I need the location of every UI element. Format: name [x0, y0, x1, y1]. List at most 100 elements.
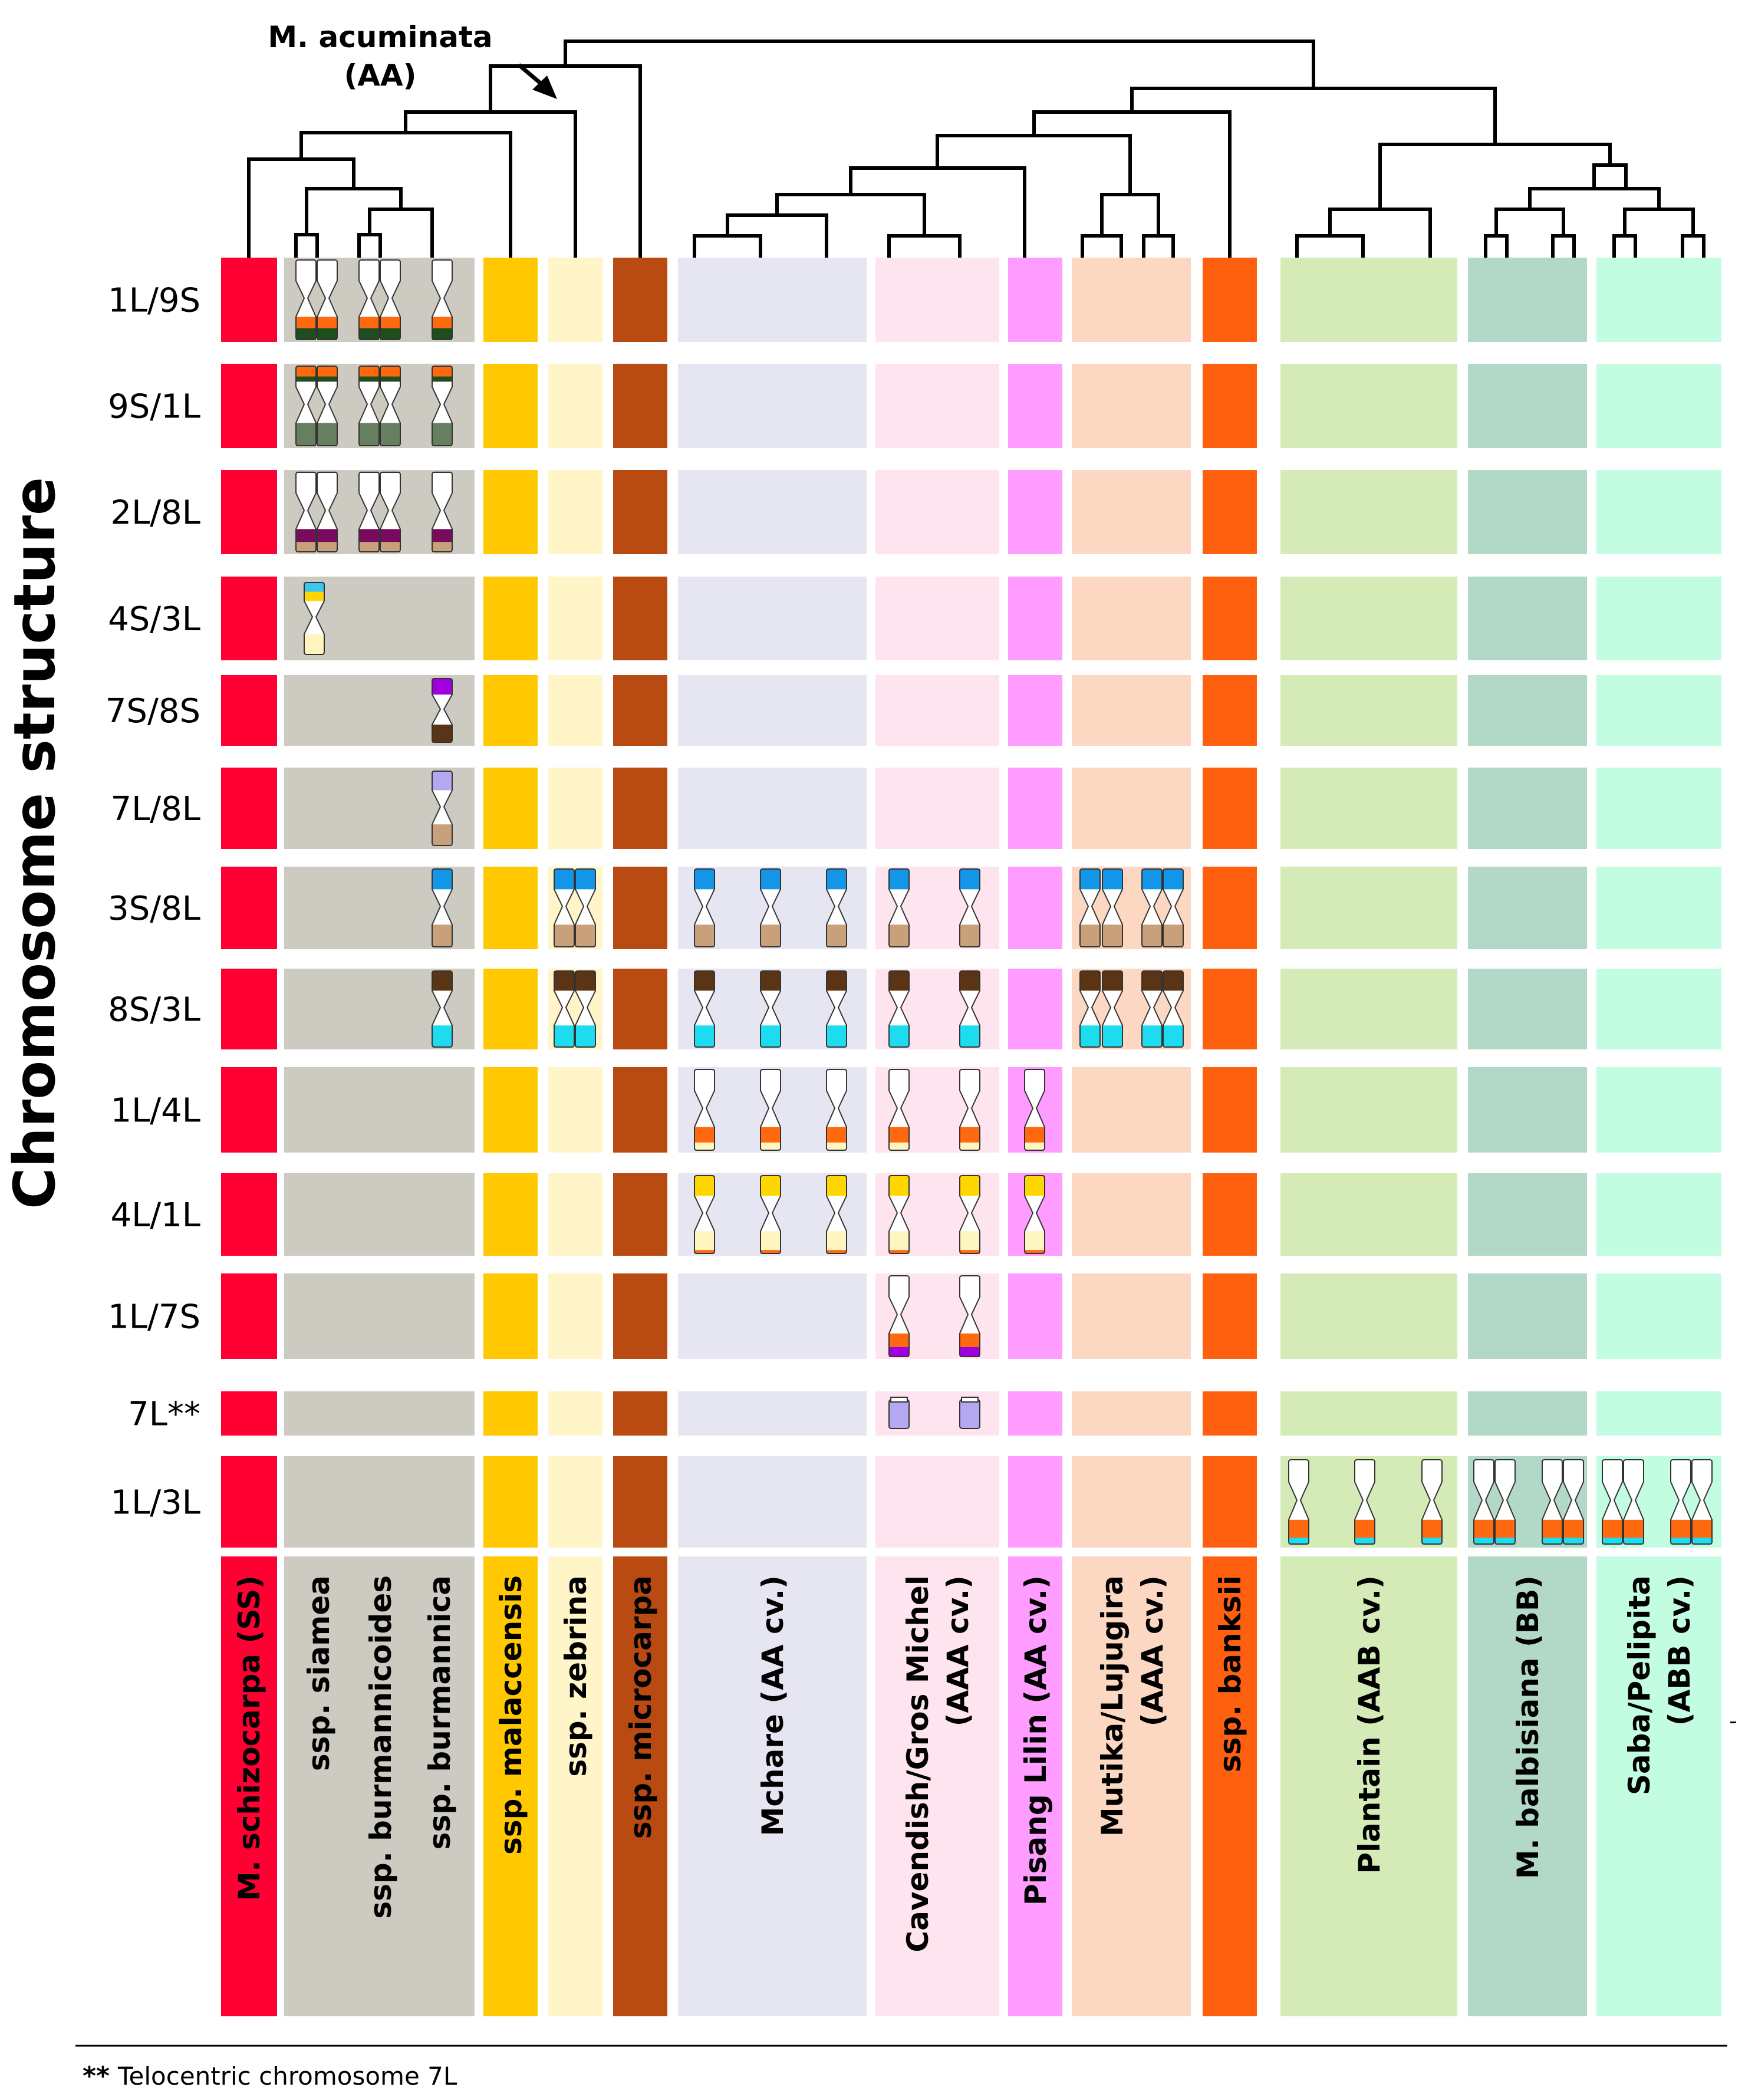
chromosome-glyph: [959, 1275, 980, 1357]
grid-cell: [1203, 1456, 1257, 1548]
grid-cell: [548, 768, 602, 849]
root-label-name: M. acuminata: [268, 20, 492, 54]
grid-cell: [613, 1391, 667, 1436]
grid-cell: [221, 1067, 277, 1153]
chromosome-glyph: [317, 259, 338, 340]
grid-cell: [483, 969, 538, 1049]
grid-cell: [678, 1456, 867, 1548]
grid-cell: [613, 1456, 667, 1548]
root-label-genome: (AA): [344, 58, 416, 93]
grid-cell: [1280, 1273, 1457, 1359]
grid-cell: [1280, 768, 1457, 849]
grid-cell: [1596, 867, 1721, 949]
chromosome-glyph: [380, 259, 401, 340]
grid-cell: [613, 675, 667, 746]
grid-cell: [1072, 675, 1191, 746]
grid-cell: [1468, 577, 1587, 660]
grid-cell: [1468, 867, 1587, 949]
grid-cell: [1203, 675, 1257, 746]
grid-cell: [613, 969, 667, 1049]
grid-cell: [1596, 1067, 1721, 1153]
species-box: [221, 1556, 277, 2016]
chromosome-glyph: [295, 366, 317, 446]
grid-cell: [875, 364, 999, 448]
grid-cell: [548, 1273, 602, 1359]
grid-cell: [483, 1273, 538, 1359]
grid-cell: [678, 470, 867, 554]
grid-cell: [284, 1456, 475, 1548]
chromosome-glyph: [888, 1175, 910, 1254]
grid-cell: [678, 258, 867, 342]
grid-cell: [221, 768, 277, 849]
grid-cell: [613, 768, 667, 849]
species-label: Mutika/Lujugira: [1095, 1575, 1130, 1836]
grid-cell: [1280, 675, 1457, 746]
axis-title: Chromosome structure: [2, 477, 68, 1209]
chromosome-glyph: [380, 366, 401, 446]
chromosome-glyph: [888, 868, 910, 947]
grid-cell: [1072, 1456, 1191, 1548]
grid-cell: [1596, 1173, 1721, 1256]
species-label: ssp. zebrina: [559, 1575, 593, 1777]
chromosome-glyph: [694, 1069, 715, 1151]
grid-cell: [1468, 470, 1587, 554]
chromosome-glyph: [1421, 1459, 1443, 1545]
species-box: [678, 1556, 867, 2016]
root-label: M. acuminata (AA): [268, 20, 557, 99]
grid-cell: [1008, 1391, 1062, 1436]
grid-cell: [1203, 1173, 1257, 1256]
species-label: ssp. banksii: [1213, 1575, 1247, 1772]
chromosome-glyph: [694, 970, 715, 1048]
species-label-boxes: M. schizocarpa (SS) ssp. siamea ssp. burma…: [221, 1556, 1736, 2016]
stray-dash: [1730, 1722, 1736, 1723]
grid-cell: [613, 867, 667, 949]
species-box: [548, 1556, 602, 2016]
grid-cell: [1203, 867, 1257, 949]
grid-cell: [221, 364, 277, 448]
grid-cell: [613, 577, 667, 660]
grid-cell: [221, 577, 277, 660]
chromosome-glyph: [1141, 868, 1163, 947]
grid-cell: [1203, 577, 1257, 660]
grid-cell: [483, 1391, 538, 1436]
grid-cell: [1203, 1067, 1257, 1153]
grid-cell: [1280, 577, 1457, 660]
chromosome-glyph: [432, 970, 453, 1048]
grid-cell: [548, 577, 602, 660]
grid-cell: [221, 470, 277, 554]
species-label: Saba/Pelipita: [1622, 1575, 1657, 1795]
species-label: ssp. microcarpa: [624, 1575, 658, 1839]
species-label: M. schizocarpa (SS): [232, 1575, 266, 1901]
grid-cell: [1008, 1273, 1062, 1359]
chromosome-glyph: [694, 868, 715, 947]
grid-cell: [483, 675, 538, 746]
grid-cell: [1280, 867, 1457, 949]
species-label: Plantain (AAB cv.): [1352, 1575, 1387, 1874]
chromosome-glyph: [1102, 970, 1123, 1048]
species-label: (ABB cv.): [1662, 1575, 1697, 1726]
row-label: 4S/3L: [108, 600, 200, 638]
chromosome-glyph: [432, 472, 453, 552]
grid-cell: [483, 364, 538, 448]
species-label: Pisang Lilin (AA cv.): [1019, 1575, 1053, 1905]
grid-cell: [483, 258, 538, 342]
grid-cell: [1072, 1067, 1191, 1153]
grid-cell: [1008, 1456, 1062, 1548]
grid-cell: [613, 1273, 667, 1359]
grid-cell: [1008, 364, 1062, 448]
chromosome-glyph: [826, 1069, 847, 1151]
chromosome-glyph: [1079, 970, 1101, 1048]
grid-cell: [1596, 470, 1721, 554]
grid-cell: [1468, 969, 1587, 1049]
grid-cell: [1468, 768, 1587, 849]
grid-cell: [1008, 969, 1062, 1049]
chromosome-glyph: [1102, 868, 1123, 947]
grid-cell: [221, 1391, 277, 1436]
chromosome-glyph: [1163, 970, 1184, 1048]
species-label: ssp. burmannicoides: [364, 1575, 398, 1919]
species-label: ssp. malaccensis: [494, 1575, 528, 1855]
grid-cell: [1468, 1173, 1587, 1256]
chromosome-glyph: [694, 1175, 715, 1254]
chromosome-glyph: [1494, 1459, 1516, 1545]
